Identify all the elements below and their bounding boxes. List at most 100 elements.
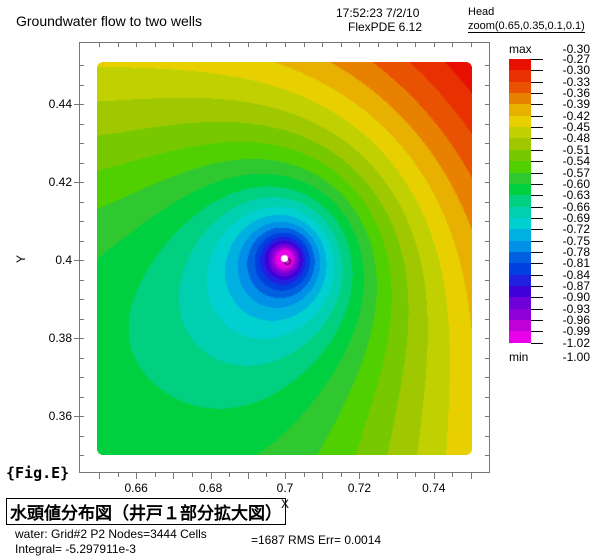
legend-color-band: [509, 59, 531, 71]
x-tick-top: [247, 43, 249, 47]
x-tick: [247, 473, 249, 479]
legend-level-label: -0.93: [562, 301, 590, 316]
legend-color-band: [509, 115, 531, 128]
legend-level-tick: [531, 127, 543, 129]
y-major-tick: [74, 104, 79, 105]
legend-level-label: -0.78: [562, 244, 590, 259]
y-major-tick: [74, 260, 79, 261]
x-tick-top: [452, 43, 454, 47]
legend-color-band: [509, 104, 531, 117]
x-tick: [340, 473, 342, 477]
legend-level-label: -0.54: [562, 154, 590, 169]
plot-variable: Head: [468, 6, 495, 18]
x-tick-label: 0.66: [124, 481, 148, 495]
legend-level-label: -0.66: [562, 199, 590, 214]
legend-level-label: -0.60: [562, 176, 590, 191]
legend-level-label: -0.63: [562, 188, 590, 203]
legend-color-band: [509, 138, 531, 151]
x-tick-top: [154, 43, 156, 47]
x-tick: [433, 473, 435, 479]
legend-level-tick: [531, 104, 543, 106]
y-tick: [79, 357, 84, 359]
legend-color-band: [509, 172, 531, 185]
legend-color-band: [509, 70, 531, 83]
legend-level-label: -0.36: [562, 86, 590, 101]
legend-color-band: [509, 331, 531, 344]
legend-level-tick: [531, 149, 543, 151]
x-tick: [378, 473, 379, 477]
legend-color-band: [509, 240, 531, 253]
legend-level-tick: [531, 93, 543, 95]
legend-level-label: -0.69: [562, 210, 590, 225]
x-tick: [173, 473, 175, 479]
legend-color-band: [509, 286, 531, 298]
y-tick: [79, 162, 84, 164]
x-tick-top: [433, 43, 435, 47]
x-tick-top: [136, 43, 138, 47]
legend-level-label: -0.84: [562, 267, 590, 282]
y-tick-right: [485, 416, 490, 417]
legend-level-label: -0.99: [562, 324, 590, 339]
x-tick-top: [415, 43, 417, 47]
legend-level-label: -0.42: [562, 108, 590, 123]
legend-level-tick: [531, 161, 543, 163]
y-tick: [79, 65, 84, 66]
x-tick: [229, 473, 231, 477]
y-tick-right: [485, 162, 490, 164]
legend-level-label: -0.72: [562, 222, 590, 237]
legend-color-band: [509, 320, 531, 332]
y-tick: [79, 435, 84, 437]
y-tick-right: [485, 201, 490, 203]
legend-color-band: [509, 206, 531, 219]
y-tick-right: [485, 84, 490, 86]
legend-color-band: [509, 93, 531, 105]
legend-color-band: [509, 195, 531, 208]
y-tick-right: [485, 240, 490, 242]
legend-color-band: [509, 251, 531, 264]
legend-color-band: [509, 274, 531, 287]
legend-level-tick: [531, 331, 543, 333]
legend-color-band: [509, 161, 531, 174]
y-tick-right: [485, 221, 490, 222]
legend-level-tick: [531, 138, 543, 140]
legend-level-label: -0.90: [562, 290, 590, 305]
legend-level-label: -0.75: [562, 233, 590, 248]
legend-level-tick: [531, 229, 543, 231]
y-tick: [79, 455, 84, 456]
zoom-spec: zoom(0.65,0.35,0.1,0.1): [468, 20, 585, 33]
y-axis-label: Y: [14, 254, 29, 264]
y-tick-right: [485, 279, 490, 281]
legend-level-tick: [531, 240, 543, 242]
x-tick-top: [210, 43, 212, 47]
x-tick-label: 0.72: [347, 481, 372, 495]
x-tick-top: [285, 43, 286, 47]
legend-level-tick: [531, 342, 543, 344]
y-tick: [79, 84, 84, 86]
y-tick: [79, 221, 84, 222]
x-tick: [266, 473, 268, 477]
legend-level-tick: [531, 263, 543, 265]
legend-color-band: [509, 229, 531, 242]
legend-level-tick: [531, 251, 543, 253]
y-tick: [79, 182, 84, 183]
legend-color-band: [509, 127, 531, 140]
x-tick-top: [340, 43, 342, 47]
legend-color-band: [509, 183, 531, 196]
x-tick-top: [229, 43, 231, 47]
y-major-tick: [74, 416, 79, 417]
legend-level-label: -0.96: [562, 313, 590, 328]
y-tick-right: [485, 299, 490, 300]
y-major-tick: [74, 182, 79, 183]
legend-color-band: [509, 297, 531, 310]
legend-level-tick: [531, 217, 543, 219]
x-tick: [396, 473, 398, 479]
legend-level-tick: [531, 70, 543, 72]
legend-color-band: [509, 263, 531, 276]
legend-color-band: [509, 217, 531, 230]
japanese-caption: 水頭値分布図（井戸１部分拡大図）: [6, 498, 286, 525]
x-tick: [210, 473, 212, 479]
y-tick-right: [485, 318, 490, 320]
legend-level-label: -0.33: [562, 74, 590, 89]
y-tick: [79, 240, 84, 242]
legend-level-tick: [531, 81, 543, 83]
